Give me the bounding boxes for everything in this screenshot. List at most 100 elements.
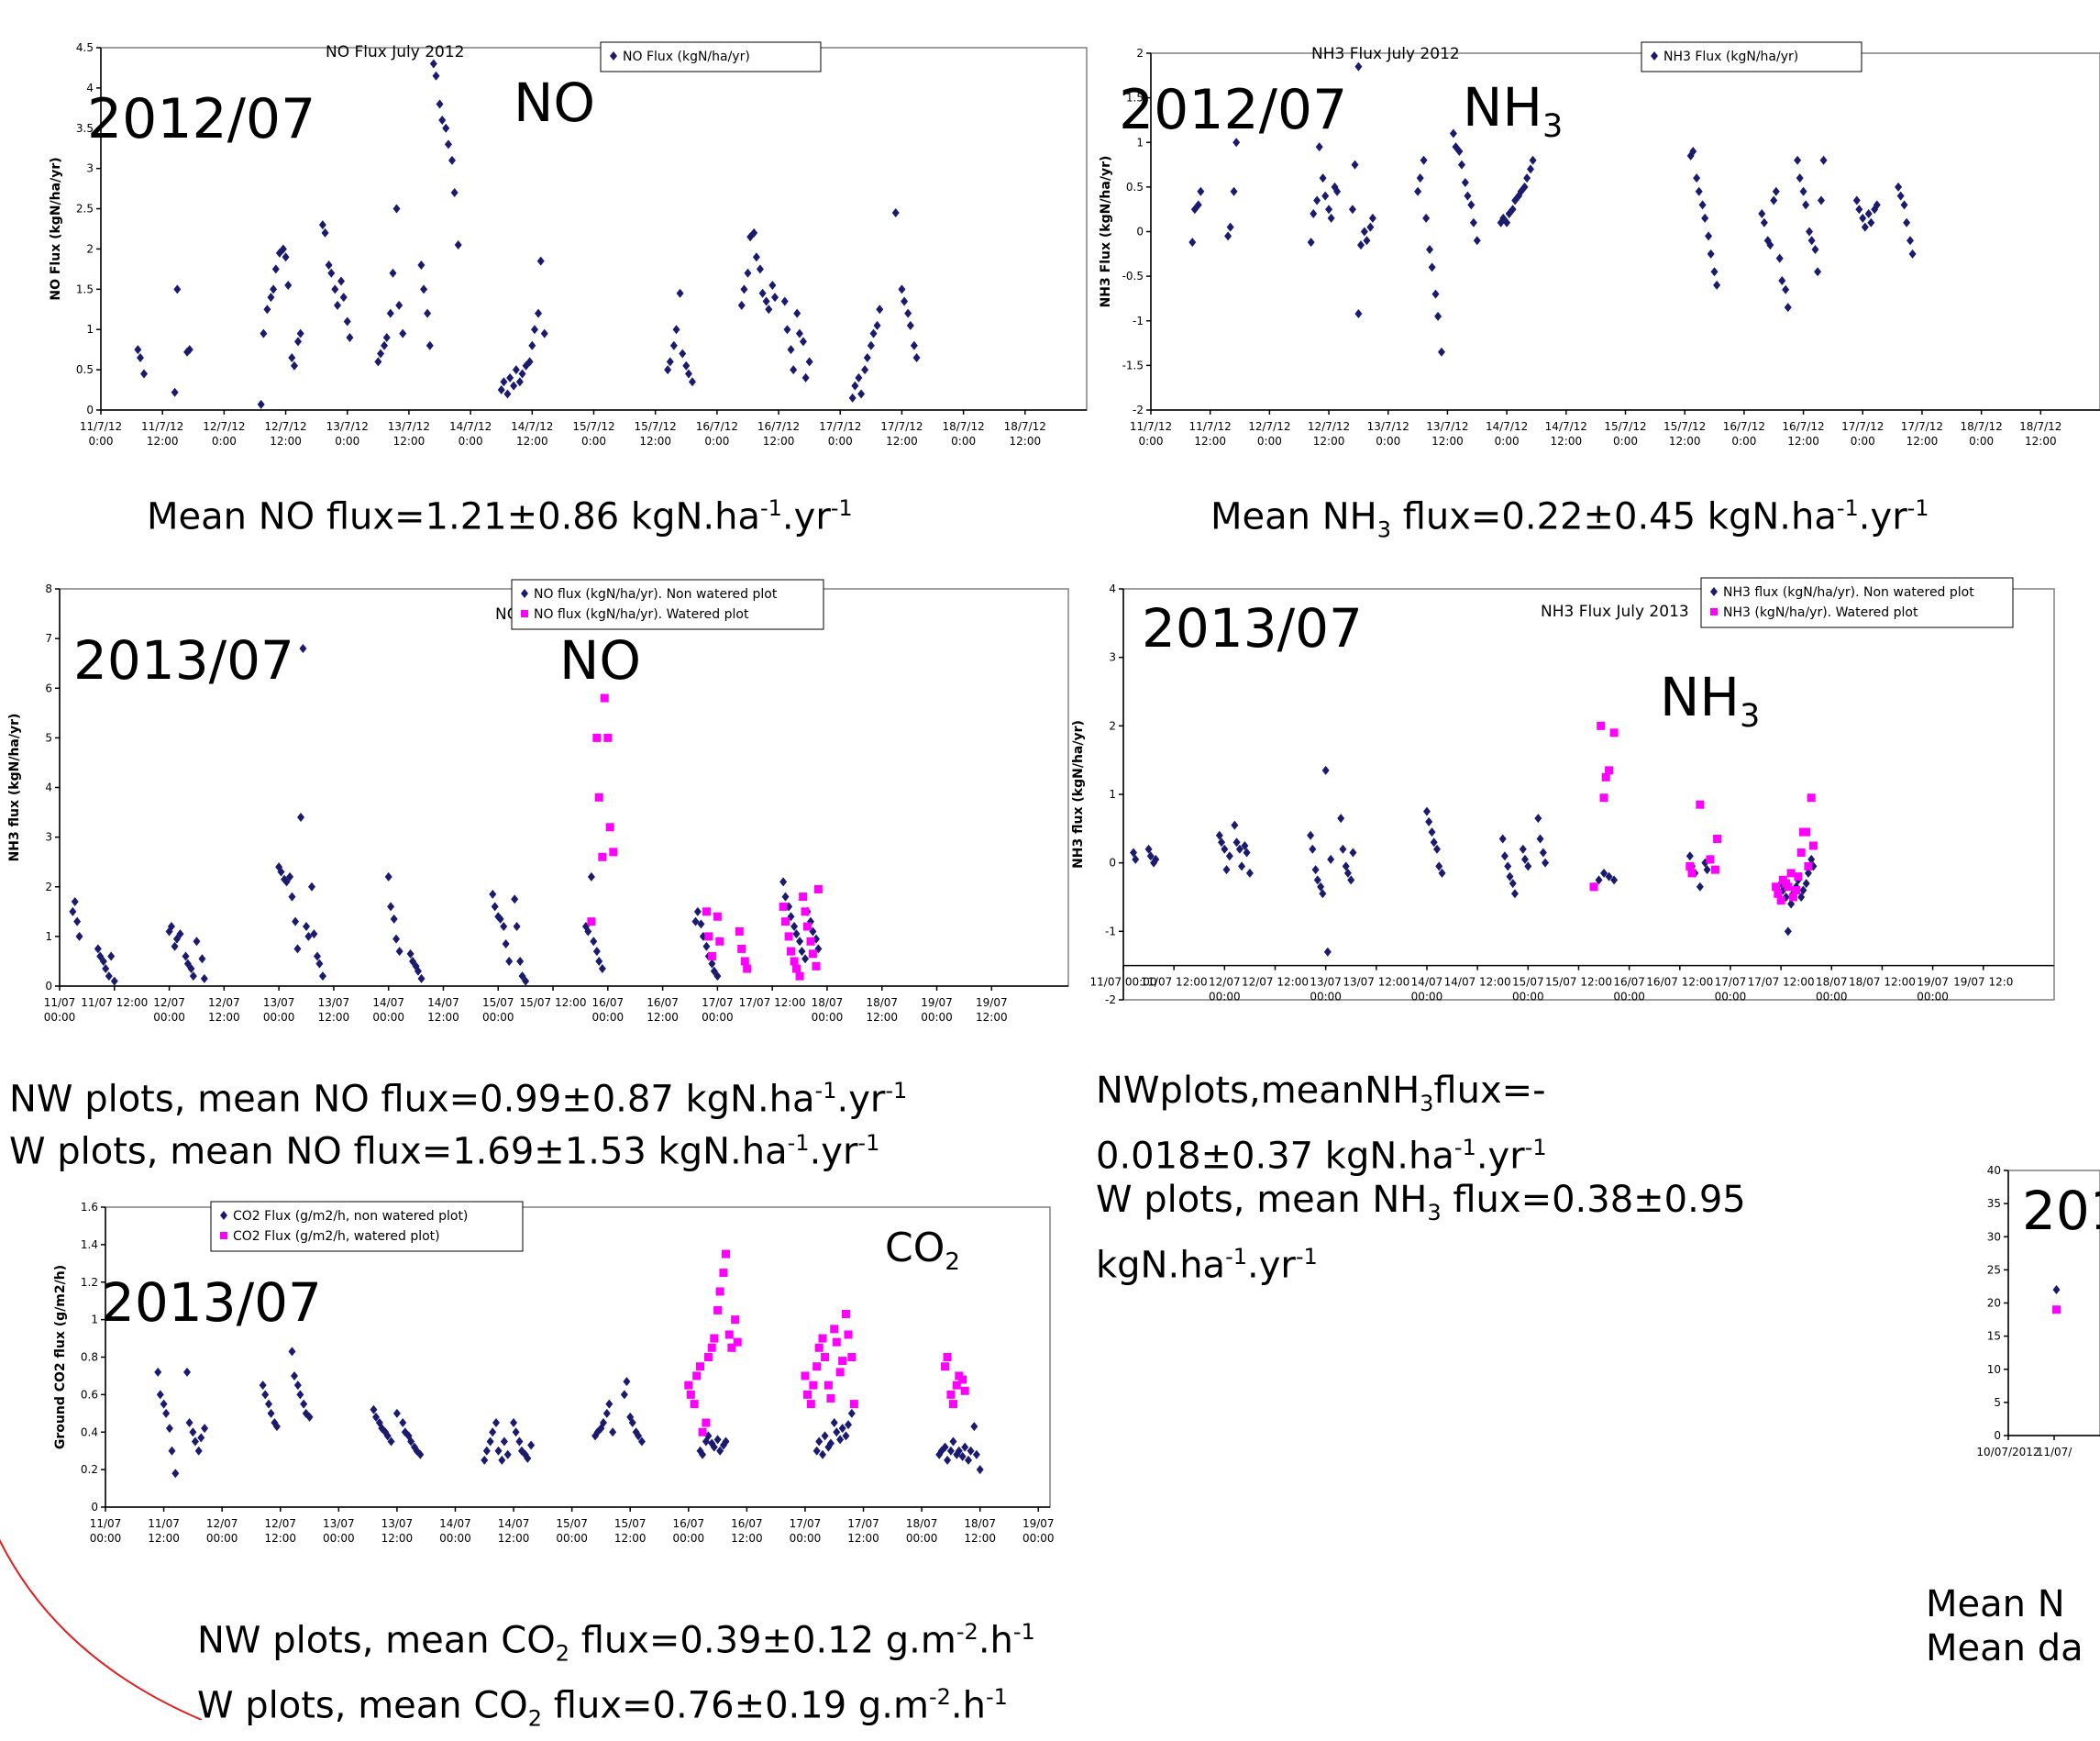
x-tick-label: 18/7/12 — [1960, 420, 2002, 433]
data-point-diamond — [1811, 244, 1819, 254]
legend-box — [1641, 41, 1862, 72]
no-flux-2012-chart: 0 0.5 1 1.5 2 2.5 3 3.5 4 4.5 11/7/12 0:00 11/7/12 12… — [37, 37, 1091, 468]
caption-partial: Mean N Mean da — [1926, 1582, 2083, 1670]
data-point-diamond — [744, 268, 752, 278]
data-point-diamond — [1435, 861, 1443, 871]
data-point-diamond — [293, 944, 302, 954]
x-tick-label-time: 00:00 — [906, 1532, 938, 1545]
data-point-square — [1601, 772, 1610, 782]
data-point-diamond — [1895, 182, 1903, 192]
x-tick-label-time: 12:00 — [964, 1532, 996, 1545]
x-tick-label-time: 12:00 — [1787, 435, 1819, 448]
x-tick-label-time: 12:00 — [1551, 435, 1583, 448]
data-point-diamond — [191, 1436, 199, 1447]
data-point-diamond — [1307, 238, 1315, 248]
data-point-square — [823, 1381, 833, 1390]
x-tick-label: 19/07 — [1022, 1517, 1055, 1530]
data-point-diamond — [1221, 844, 1229, 854]
data-point-square — [2052, 1305, 2061, 1314]
data-point-diamond — [710, 1442, 718, 1452]
data-point-diamond — [1686, 851, 1694, 861]
data-point-diamond — [1313, 195, 1321, 205]
data-point-diamond — [160, 1399, 168, 1409]
data-point-diamond — [288, 1347, 296, 1357]
data-point-square — [1796, 848, 1806, 857]
data-point-diamond — [140, 369, 149, 379]
data-point-diamond — [1431, 289, 1440, 299]
data-point-diamond — [300, 1399, 308, 1409]
data-point-diamond — [590, 937, 598, 947]
co2-flux-2013-chart: 0 0.2 0.4 0.6 0.8 1 1.2 1.4 1.6 11/07 00:00 11/07 12… — [37, 1192, 1055, 1550]
data-point-diamond — [167, 922, 175, 932]
data-point-diamond — [737, 300, 746, 310]
data-point-square — [1772, 882, 1781, 892]
chart-title: NH3 Flux July 2012 — [1311, 45, 1460, 63]
legend-box — [210, 1201, 524, 1252]
x-tick-label: 18/07 12:00 — [1849, 976, 1916, 989]
data-point-square — [787, 947, 795, 956]
data-point-diamond — [1425, 816, 1433, 826]
data-point-diamond — [102, 964, 110, 974]
data-point-diamond — [303, 922, 311, 932]
data-point-diamond — [801, 372, 810, 383]
legend-marker-square — [521, 610, 528, 617]
data-point-square — [948, 1400, 957, 1409]
x-tick-label-time: 12:00 — [208, 1011, 240, 1024]
data-point-diamond — [768, 280, 777, 290]
data-point-diamond — [383, 1431, 392, 1441]
data-point-diamond — [752, 252, 760, 262]
data-point-diamond — [597, 1424, 605, 1434]
x-tick-label: 15/07 12:00 — [520, 996, 587, 1009]
x-tick-label: 15/7/12 — [1663, 420, 1706, 433]
x-tick-label-time: 12:00 — [976, 1011, 1008, 1024]
data-point-square — [1597, 721, 1606, 730]
data-point-square — [1792, 886, 1801, 895]
y-tick-label: -2 — [1133, 404, 1144, 416]
data-point-diamond — [291, 1370, 298, 1381]
y-tick-label: 0 — [1136, 226, 1144, 238]
data-point-diamond — [524, 1453, 532, 1463]
data-point-diamond — [801, 954, 810, 964]
data-point-diamond — [334, 300, 341, 310]
y-tick-label: -1.5 — [1122, 359, 1144, 371]
data-point-diamond — [1896, 191, 1905, 201]
data-point-diamond — [1794, 155, 1802, 165]
data-point-diamond — [1536, 834, 1544, 844]
data-point-diamond — [94, 944, 102, 954]
data-point-diamond — [1807, 854, 1816, 864]
plot-area — [1150, 52, 2100, 411]
data-point-diamond — [176, 929, 184, 939]
data-point-diamond — [1224, 231, 1232, 241]
data-point-diamond — [863, 352, 871, 362]
caption-nh3-2013-line2: 0.018±0.37 kgN.ha-1.yr-1 — [1096, 1135, 1547, 1178]
x-tick-label: 17/07 — [847, 1517, 879, 1530]
data-point-diamond — [500, 1436, 508, 1447]
data-point-square — [605, 823, 614, 832]
data-point-diamond — [669, 340, 678, 350]
data-point-diamond — [1363, 236, 1371, 246]
data-point-diamond — [912, 352, 921, 362]
data-point-diamond — [1520, 854, 1529, 864]
y-tick-label: 0 — [91, 1501, 98, 1514]
x-tick-label-time: 12:00 — [847, 1532, 879, 1545]
data-point-diamond — [1310, 209, 1318, 219]
data-point-diamond — [377, 349, 385, 359]
x-tick-label: 18/07 — [964, 1517, 996, 1530]
data-point-diamond — [1873, 200, 1881, 210]
data-point-diamond — [406, 948, 414, 959]
data-point-diamond — [492, 1418, 500, 1428]
data-point-diamond — [1469, 217, 1477, 227]
data-point-diamond — [308, 882, 315, 892]
data-point-diamond — [1349, 848, 1357, 858]
data-point-diamond — [134, 345, 142, 355]
data-point-square — [713, 1305, 723, 1314]
overlay-species: NO — [559, 629, 641, 692]
data-point-diamond — [857, 389, 866, 399]
data-point-diamond — [1132, 854, 1140, 864]
data-point-diamond — [1695, 186, 1703, 196]
data-point-diamond — [395, 300, 403, 310]
data-point-diamond — [182, 951, 190, 961]
y-tick-label: 4 — [45, 782, 52, 794]
data-point-diamond — [1900, 200, 1908, 210]
